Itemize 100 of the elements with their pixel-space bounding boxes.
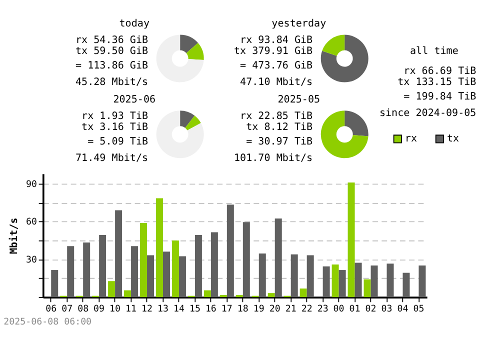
bar <box>348 182 355 298</box>
donut-slice <box>320 110 368 158</box>
text: since 2024-09-05 <box>379 108 476 120</box>
donut-slice <box>156 34 204 82</box>
x-tick-label: 07 <box>62 304 73 314</box>
text: 101.70 Mbit/s <box>234 152 313 164</box>
text: tx 3.16 TiB <box>82 122 148 133</box>
x-tick-label: 22 <box>301 304 312 314</box>
donut-slice <box>186 42 204 60</box>
bar <box>236 294 243 298</box>
chart-title: today <box>119 18 150 30</box>
text: all time <box>410 46 458 57</box>
bar <box>364 279 371 298</box>
x-tick-label: 18 <box>237 304 248 314</box>
x-tick-label: 10 <box>110 304 121 314</box>
bar <box>147 255 154 298</box>
text: = 5.09 TiB <box>88 136 148 148</box>
bar <box>258 254 266 298</box>
donut-slice <box>344 110 368 136</box>
chart-title: 2025-06 <box>113 94 156 106</box>
x-tick-label: 08 <box>78 304 89 314</box>
bar <box>178 256 186 298</box>
bar <box>99 235 106 298</box>
donut-slice <box>322 34 345 56</box>
bar <box>226 204 234 298</box>
bar <box>402 272 410 298</box>
bar <box>274 218 282 298</box>
y-tick-label: 60 <box>26 218 38 228</box>
legend-label: rx <box>404 134 418 145</box>
donut-slice <box>180 110 195 128</box>
y-tick-label: 90 <box>26 180 38 190</box>
x-tick-label: 13 <box>157 304 168 314</box>
donut-slice <box>185 116 201 130</box>
x-tick-label: 14 <box>173 304 185 314</box>
text: 2025-06-08 06:00 <box>4 318 92 328</box>
x-tick-label: 06 <box>46 304 57 314</box>
y-axis-title: Mbit/s <box>8 218 20 254</box>
bar <box>242 222 250 298</box>
x-tick-label: 19 <box>253 304 264 314</box>
bar <box>220 294 227 298</box>
legend-label: tx <box>446 134 460 145</box>
x-tick-label: 03 <box>381 304 392 314</box>
x-tick-label: 15 <box>189 304 200 314</box>
x-tick-label: 05 <box>413 304 424 314</box>
bar <box>131 246 138 298</box>
bar <box>115 210 122 298</box>
text: rx 22.85 TiB <box>240 110 313 122</box>
text: 47.10 Mbit/s <box>240 77 313 88</box>
bar <box>140 223 148 298</box>
x-tick-label: 09 <box>94 304 105 314</box>
bar <box>370 265 378 298</box>
bar <box>172 240 179 298</box>
chart-title: 2025-05 <box>278 94 320 106</box>
donut-slice <box>180 34 198 54</box>
bar <box>268 293 275 298</box>
x-tick-label: 11 <box>126 304 137 314</box>
bar <box>210 232 218 298</box>
text: tx 8.12 TiB <box>246 122 313 133</box>
x-tick-label: 00 <box>333 304 344 314</box>
x-tick-label: 21 <box>285 304 296 314</box>
bar <box>338 270 346 298</box>
bar <box>194 235 202 298</box>
text: tx 379.91 GiB <box>234 46 313 57</box>
bar <box>386 264 394 298</box>
x-tick-label: 02 <box>365 304 376 314</box>
x-tick-label: 23 <box>317 304 328 314</box>
bar <box>83 242 90 298</box>
donut-slice <box>156 110 204 158</box>
bar <box>162 252 170 298</box>
x-tick-label: 20 <box>269 304 280 314</box>
text: rx 54.36 GiB <box>75 34 148 46</box>
bar <box>418 265 426 298</box>
bar <box>156 198 163 298</box>
bar <box>290 254 298 298</box>
text: rx 93.84 GiB <box>240 34 313 46</box>
chart-title: yesterday <box>272 18 326 30</box>
bar <box>332 264 339 298</box>
text: = 473.76 GiB <box>240 60 313 72</box>
donut-slice <box>320 34 368 82</box>
text: = 199.84 TiB <box>404 92 476 103</box>
x-tick-label: 17 <box>221 304 232 314</box>
bar <box>306 255 314 298</box>
bar <box>322 266 330 298</box>
bar <box>204 290 211 298</box>
text: rx 1.93 TiB <box>82 110 148 122</box>
bar <box>354 262 362 298</box>
bar <box>51 270 58 298</box>
x-tick-label: 12 <box>142 304 153 314</box>
bar <box>67 246 74 298</box>
x-tick-label: 04 <box>397 304 409 314</box>
bar <box>300 288 307 298</box>
text: = 30.97 TiB <box>246 136 313 148</box>
text: 45.28 Mbit/s <box>75 77 148 88</box>
text: tx 59.50 GiB <box>75 46 148 57</box>
x-tick-label: 16 <box>205 304 216 314</box>
text: = 113.86 GiB <box>75 60 148 72</box>
bar <box>108 281 116 298</box>
text: tx 133.15 TiB <box>398 77 476 88</box>
text: rx 66.69 TiB <box>404 66 476 78</box>
text: 71.49 Mbit/s <box>75 152 148 164</box>
